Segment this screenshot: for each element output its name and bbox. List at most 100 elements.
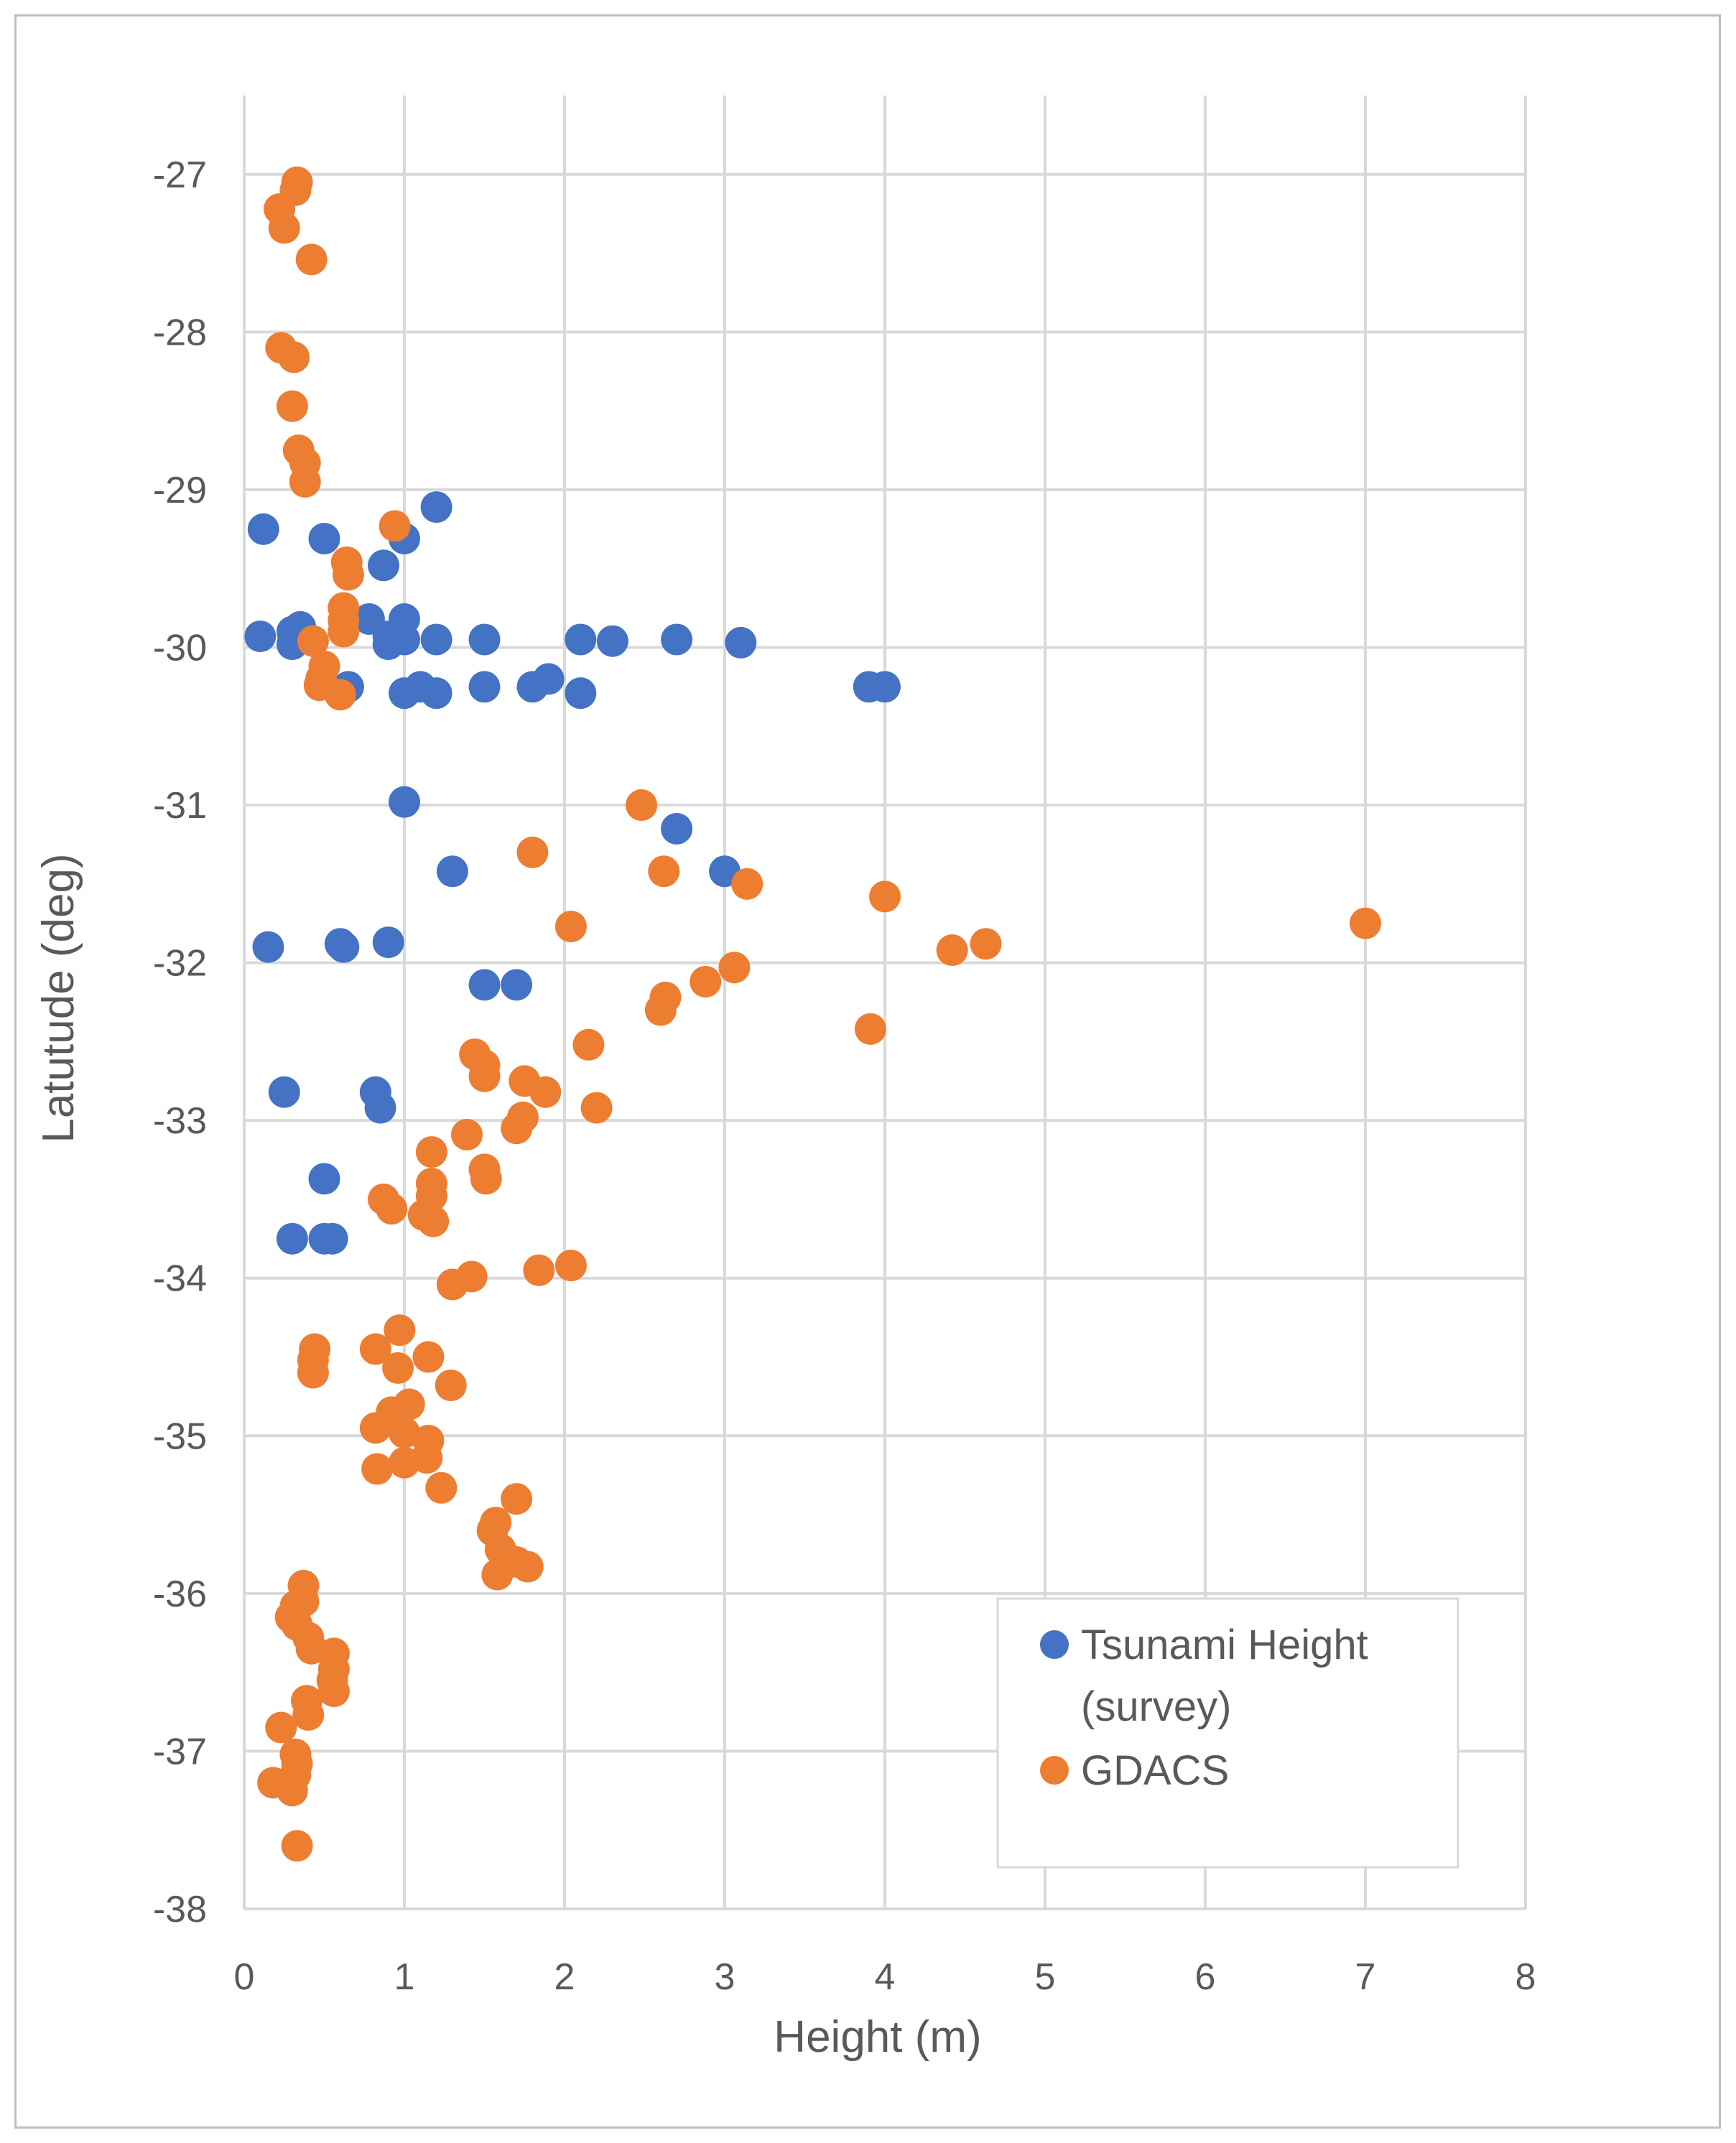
gdacs-point [529, 1076, 562, 1108]
gdacs-point [317, 1675, 350, 1707]
gdacs-point [276, 390, 308, 422]
x-tick-label: 4 [875, 1956, 896, 1998]
x-tick-label: 7 [1355, 1956, 1376, 1998]
survey-point [661, 623, 693, 656]
gdacs-point [501, 1112, 533, 1145]
survey-point [308, 522, 340, 554]
gdacs-point [644, 994, 677, 1026]
legend-marker-gdacs [1040, 1756, 1069, 1785]
survey-point [532, 663, 565, 695]
survey-point [869, 671, 901, 703]
x-tick-label: 2 [554, 1956, 575, 1998]
survey-point [247, 513, 279, 545]
y-tick-label: -31 [153, 785, 207, 827]
x-tick-label: 5 [1035, 1956, 1056, 1998]
survey-point [364, 1092, 396, 1124]
legend-box [996, 1597, 1459, 1869]
legend-label-gdacs: GDACS [1081, 1747, 1229, 1794]
x-tick-label: 6 [1195, 1956, 1216, 1998]
survey-point [268, 1076, 300, 1108]
x-tick-label: 0 [234, 1956, 255, 1998]
gdacs-point [1350, 907, 1381, 939]
gdacs-point [376, 1193, 408, 1225]
x-axis-title: Height (m) [774, 2012, 981, 2062]
gdacs-point [328, 615, 360, 648]
gdacs-point [648, 855, 680, 888]
gdacs-point [554, 1250, 587, 1282]
survey-point [372, 926, 404, 959]
gdacs-point [436, 1268, 468, 1301]
gdacs-point [332, 559, 364, 591]
survey-point [468, 623, 501, 656]
gdacs-point [276, 1775, 308, 1807]
y-tick-label: -33 [153, 1100, 207, 1142]
y-tick-label: -37 [153, 1731, 207, 1772]
survey-point [468, 671, 501, 703]
gdacs-point [379, 510, 411, 542]
y-axis-title: Latutude (deg) [34, 853, 83, 1143]
y-tick-label: -35 [153, 1416, 207, 1457]
gdacs-point [481, 1558, 514, 1591]
x-tick-label: 1 [394, 1956, 415, 1998]
survey-point [308, 1163, 340, 1195]
gdacs-point [281, 1830, 313, 1862]
y-tick-label: -32 [153, 943, 207, 985]
gdacs-point [389, 1446, 420, 1479]
gdacs-point [295, 243, 328, 276]
survey-point [501, 969, 533, 1001]
gdacs-point [297, 1357, 329, 1389]
gdacs-point [523, 1254, 555, 1286]
survey-point [468, 969, 501, 1001]
gdacs-point [268, 212, 300, 244]
gdacs-point [450, 1118, 483, 1150]
y-tick-label: -36 [153, 1573, 207, 1615]
survey-point [725, 626, 757, 659]
gdacs-point [292, 1698, 325, 1731]
gdacs-point [324, 679, 356, 711]
x-axis-ticks: 0 1 2 3 4 5 6 7 8 [234, 1956, 1536, 1998]
gdacs-point [516, 836, 549, 868]
gdacs-point [854, 1013, 886, 1045]
gdacs-point [580, 1092, 613, 1124]
survey-point [389, 623, 420, 656]
gdacs-point [554, 911, 587, 943]
legend-label-survey-line1: Tsunami Height [1081, 1622, 1368, 1668]
gdacs-point [572, 1028, 605, 1061]
gdacs-point [297, 625, 329, 657]
y-tick-label: -28 [153, 312, 207, 353]
data-points [244, 166, 1381, 1862]
survey-point [389, 786, 420, 818]
gdacs-point [731, 868, 763, 900]
gdacs-point [417, 1205, 450, 1237]
survey-point [661, 812, 693, 845]
gdacs-point [511, 1551, 544, 1583]
gdacs-point [265, 1711, 297, 1744]
gdacs-point [690, 965, 722, 998]
gdacs-point [501, 1483, 533, 1515]
gdacs-point [415, 1136, 447, 1168]
survey-point [328, 931, 360, 963]
survey-point [436, 855, 468, 888]
legend-label-survey-line2: (survey) [1081, 1683, 1231, 1730]
legend-marker-survey [1040, 1630, 1069, 1659]
gdacs-point [480, 1507, 512, 1539]
survey-point [565, 623, 597, 656]
gdacs-point [970, 928, 1002, 960]
x-tick-label: 3 [715, 1956, 735, 1998]
gdacs-point [425, 1472, 458, 1504]
gdacs-point [278, 341, 310, 373]
y-tick-label: -27 [153, 154, 207, 196]
y-axis-ticks: -27 -28 -29 -30 -31 -32 -33 -34 -35 -36 -37 -38 [153, 154, 207, 1930]
gdacs-point [389, 1416, 420, 1449]
gdacs-point [359, 1333, 391, 1365]
y-tick-label: -38 [153, 1889, 207, 1930]
gdacs-point [626, 789, 658, 822]
gdacs-point [869, 880, 901, 913]
gdacs-point [468, 1060, 501, 1092]
survey-point [596, 625, 628, 657]
survey-point [368, 549, 400, 582]
gdacs-point [936, 934, 968, 967]
axes [243, 96, 1526, 1910]
gdacs-point [359, 1412, 391, 1444]
